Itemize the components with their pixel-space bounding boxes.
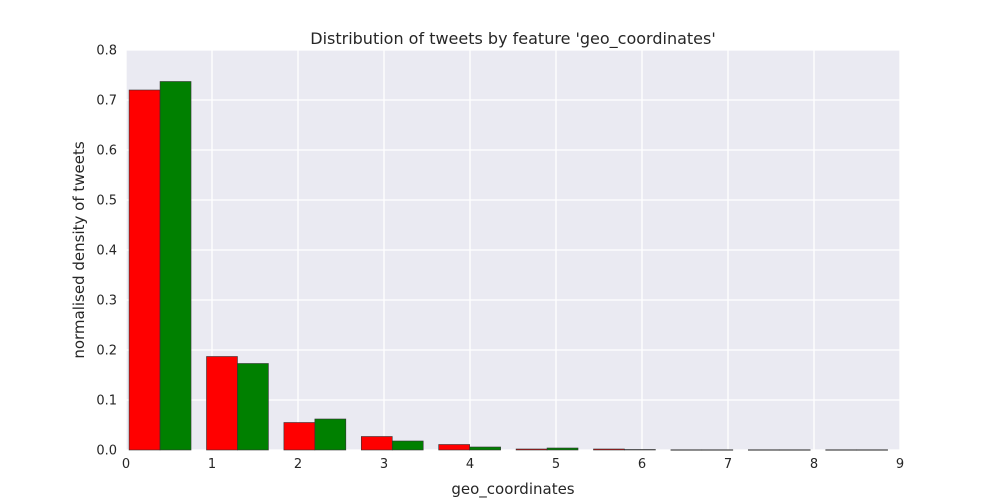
bar-series-1-bin-0 [128,89,161,451]
x-tick-label: 1 [208,457,216,472]
x-tick-label: 4 [466,457,474,472]
chart-title: Distribution of tweets by feature 'geo_c… [310,29,716,49]
x-tick-label: 3 [380,457,388,472]
bar-series-1-bin-8 [747,449,780,451]
x-tick-label: 7 [724,457,732,472]
bar-series-1-bin-5 [515,448,548,451]
x-tick-label: 6 [638,457,646,472]
bar-series-2-bin-0 [159,81,192,451]
bar-series-1-bin-3 [360,436,393,451]
bar-series-1-bin-4 [438,444,470,451]
bar-series-2-bin-3 [391,440,424,451]
x-tick-labels: 0 1 2 3 4 5 6 7 8 9 [122,457,904,472]
y-tick-label: 0.1 [96,394,117,409]
bar-series-1-bin-7 [670,449,703,451]
bar-series-2-bin-9 [856,449,888,451]
bar-series-1-bin-2 [283,422,316,451]
bar-series-2-bin-1 [237,363,269,451]
x-tick-label: 2 [294,457,302,472]
y-tick-label: 0.5 [96,194,117,209]
y-tick-label: 0.8 [96,44,117,59]
y-tick-label: 0.0 [96,444,117,459]
bar-series-2-bin-4 [469,446,501,451]
bar-series-2-bin-7 [701,449,734,451]
x-tick-label: 9 [896,457,904,472]
bar-series-2-bin-2 [314,418,347,451]
y-tick-label: 0.2 [96,344,117,359]
y-axis-label: normalised density of tweets [70,141,88,359]
y-tick-label: 0.6 [96,144,117,159]
x-tick-label: 0 [122,457,130,472]
bar-series-1-bin-1 [206,356,238,451]
x-tick-label: 5 [552,457,560,472]
bar-series-1-bin-9 [825,449,857,451]
bar-series-1-bin-6 [593,448,625,451]
bar-series-2-bin-8 [778,449,811,451]
bar-series-2-bin-5 [546,447,579,451]
bar-series-2-bin-6 [624,449,656,451]
bars [128,81,888,451]
y-tick-label: 0.4 [96,244,117,259]
y-tick-label: 0.7 [96,94,117,109]
y-tick-labels: 0.0 0.1 0.2 0.3 0.4 0.5 0.6 0.7 0.8 [96,44,117,459]
x-tick-label: 8 [810,457,818,472]
x-axis-label: geo_coordinates [451,480,574,499]
y-tick-label: 0.3 [96,294,117,309]
